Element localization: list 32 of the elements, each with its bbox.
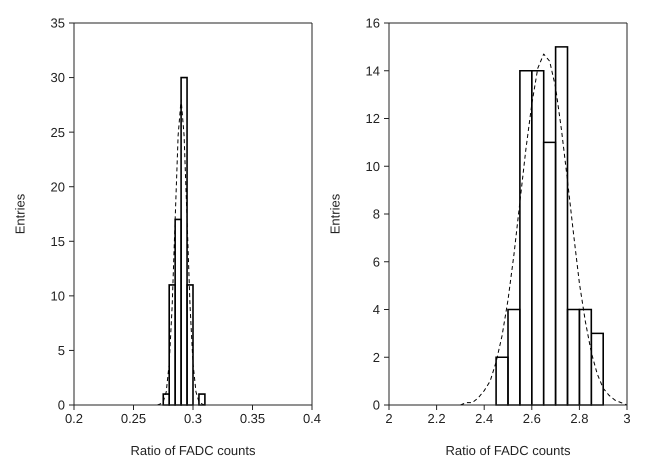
x-tick-label: 0.35 (240, 411, 266, 426)
y-tick-label: 5 (58, 343, 65, 358)
y-tick-label: 25 (50, 124, 65, 140)
x-tick-label: 0.2 (64, 411, 84, 426)
y-tick-label: 35 (50, 16, 65, 31)
y-tick-label: 30 (50, 70, 65, 86)
y-tick-label: 0 (58, 398, 65, 413)
y-tick-label: 0 (372, 398, 380, 413)
x-tick-label: 2.8 (570, 411, 588, 426)
x-tick-label: 3 (623, 411, 631, 426)
y-tick-label: 12 (366, 111, 380, 126)
x-axis-title: Ratio of FADC counts (446, 443, 571, 458)
y-tick-label: 14 (366, 63, 380, 78)
y-tick-label: 20 (50, 179, 65, 194)
x-tick-label: 2 (385, 411, 393, 426)
x-tick-label: 0.25 (120, 411, 146, 426)
y-tick-label: 10 (366, 158, 380, 174)
y-tick-label: 8 (372, 206, 380, 222)
x-tick-label: 0.4 (302, 411, 322, 426)
x-tick-label: 2.4 (475, 411, 494, 426)
x-tick-label: 2.6 (522, 411, 541, 426)
y-tick-label: 2 (372, 350, 380, 365)
x-tick-label: 2.2 (428, 411, 446, 426)
y-tick-label: 15 (50, 234, 65, 249)
y-axis-title: Entries (12, 193, 28, 234)
y-axis-title: Entries (328, 193, 343, 234)
y-tick-label: 16 (366, 16, 380, 31)
x-axis-title: Ratio of FADC counts (130, 443, 256, 458)
x-tick-label: 0.3 (184, 411, 202, 426)
y-tick-label: 6 (372, 254, 380, 270)
y-tick-label: 4 (372, 302, 380, 318)
y-tick-label: 10 (50, 288, 65, 304)
